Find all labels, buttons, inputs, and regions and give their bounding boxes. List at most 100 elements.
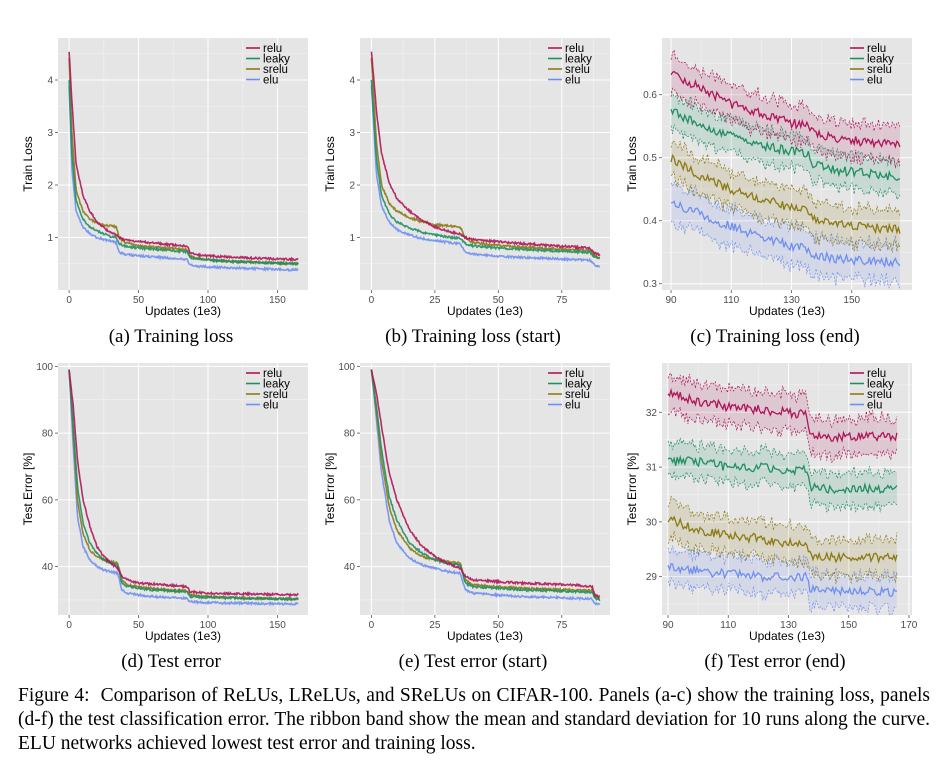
y-tick-label: 0.6 bbox=[643, 90, 657, 101]
x-axis-label: Updates (1e3) bbox=[749, 629, 825, 643]
series-group bbox=[670, 48, 901, 289]
series-line-srelu bbox=[670, 153, 901, 235]
caption-panel-f: (f) Test error (end) bbox=[704, 651, 846, 672]
x-tick-label: 150 bbox=[269, 295, 286, 306]
y-axis-label: Train Loss bbox=[625, 136, 639, 192]
series-line-relu bbox=[68, 51, 299, 263]
ribbon-lower-elu bbox=[670, 219, 901, 289]
legend-label-leaky: leaky bbox=[263, 379, 290, 391]
legend-label-elu: elu bbox=[263, 400, 278, 412]
x-tick-label: 50 bbox=[133, 620, 145, 631]
x-tick-label: 25 bbox=[429, 295, 441, 306]
y-tick-label: 40 bbox=[42, 562, 54, 573]
figure-caption: Figure 4: Comparison of ReLUs, LReLUs, a… bbox=[18, 684, 930, 756]
caption-panel-e: (e) Test error (start) bbox=[398, 651, 548, 672]
legend-label-srelu: srelu bbox=[867, 389, 892, 401]
legend-label-relu: relu bbox=[263, 368, 282, 380]
y-tick-label: 80 bbox=[344, 429, 356, 440]
ribbon-upper-srelu bbox=[670, 140, 901, 217]
legend-label-relu: relu bbox=[867, 368, 886, 380]
legend-label-relu: relu bbox=[263, 43, 282, 55]
legend-label-elu: elu bbox=[263, 75, 278, 87]
series-group bbox=[68, 51, 299, 273]
ribbon-lower-srelu bbox=[670, 170, 901, 253]
x-tick-label: 75 bbox=[556, 620, 568, 631]
x-tick-label: 150 bbox=[843, 295, 860, 306]
legend-label-elu: elu bbox=[565, 75, 580, 87]
x-tick-label: 0 bbox=[369, 620, 375, 631]
y-tick-label: 0.4 bbox=[643, 216, 657, 227]
figure-caption-label: Figure 4: bbox=[18, 685, 90, 706]
x-axis-label: Updates (1e3) bbox=[749, 304, 825, 318]
series-line-leaky bbox=[68, 369, 299, 602]
y-tick-label: 3 bbox=[349, 128, 355, 139]
ribbon-lower-elu bbox=[667, 576, 897, 615]
legend-label-leaky: leaky bbox=[867, 54, 894, 66]
panel-e: 0 25 50 75 40 60 80 100 Updates (1e3) Test Error … bbox=[320, 355, 620, 645]
legend-label-relu: relu bbox=[867, 43, 886, 55]
y-tick-label: 0.3 bbox=[643, 279, 657, 290]
ribbon-upper-elu bbox=[670, 181, 901, 252]
x-tick-label: 100 bbox=[200, 620, 217, 631]
x-tick-label: 130 bbox=[783, 295, 800, 306]
x-tick-label: 110 bbox=[720, 620, 736, 631]
major-gridlines bbox=[58, 363, 308, 615]
ribbon-lower-relu bbox=[667, 405, 898, 463]
legend-label-relu: relu bbox=[565, 368, 584, 380]
x-tick-label: 25 bbox=[429, 620, 441, 631]
series-line-elu bbox=[671, 200, 901, 269]
x-tick-label: 50 bbox=[493, 295, 505, 306]
series-line-elu bbox=[667, 563, 897, 598]
y-tick-label: 2 bbox=[349, 181, 355, 192]
x-tick-label: 110 bbox=[723, 295, 739, 306]
figure-caption-text: Comparison of ReLUs, LReLUs, and SReLUs … bbox=[18, 685, 930, 754]
y-tick-label: 60 bbox=[344, 495, 356, 506]
legend-label-elu: elu bbox=[565, 400, 580, 412]
legend-label-leaky: leaky bbox=[867, 379, 894, 391]
legend-label-srelu: srelu bbox=[565, 389, 590, 401]
minor-gridlines bbox=[58, 363, 308, 615]
legend-label-elu: elu bbox=[867, 75, 882, 87]
series-group bbox=[667, 372, 898, 615]
x-tick-label: 0 bbox=[66, 295, 72, 306]
legend-label-srelu: srelu bbox=[263, 64, 288, 76]
series-group bbox=[68, 369, 299, 607]
y-tick-label: 32 bbox=[646, 408, 658, 419]
y-tick-label: 100 bbox=[36, 362, 53, 373]
ribbon-lower-leaky bbox=[670, 124, 901, 201]
x-tick-label: 130 bbox=[780, 620, 797, 631]
panel-c: 90 110 130 150 0.3 0.4 0.5 0.6 Updates (1e3) Trai… bbox=[622, 30, 922, 320]
chart-training-loss-end: 90 110 130 150 0.3 0.4 0.5 0.6 Updates (1e3) Trai… bbox=[625, 38, 912, 318]
x-tick-label: 90 bbox=[662, 620, 674, 631]
x-tick-label: 100 bbox=[200, 295, 217, 306]
chart-training-loss-start: 0 25 50 75 1 2 3 4 Updates (1e3) Train Loss relule… bbox=[323, 38, 610, 318]
y-tick-label: 100 bbox=[338, 362, 355, 373]
plot-background bbox=[360, 363, 610, 615]
x-tick-label: 75 bbox=[556, 295, 568, 306]
y-tick-label: 3 bbox=[47, 128, 53, 139]
series-line-leaky bbox=[670, 108, 901, 182]
series-line-elu bbox=[68, 369, 299, 607]
caption-panel-c: (c) Training loss (end) bbox=[690, 326, 860, 347]
y-tick-label: 60 bbox=[42, 495, 54, 506]
minor-gridlines bbox=[662, 38, 912, 290]
ribbon-upper-relu bbox=[670, 48, 901, 132]
x-tick-label: 90 bbox=[665, 295, 677, 306]
panel-f: 90 110 130 150 170 29 30 31 32 Updates (1e3) Test … bbox=[622, 355, 922, 645]
chart-test-error-start: 0 25 50 75 40 60 80 100 Updates (1e3) Test Error … bbox=[323, 362, 610, 643]
y-tick-label: 31 bbox=[646, 463, 658, 474]
legend-label-srelu: srelu bbox=[565, 64, 590, 76]
series-line-relu bbox=[68, 369, 299, 598]
panel-a: 0 50 100 150 1 2 3 4 Updates (1e3) Train Loss relu… bbox=[18, 30, 318, 320]
y-tick-label: 4 bbox=[349, 76, 355, 87]
legend-label-leaky: leaky bbox=[565, 379, 592, 391]
x-tick-label: 50 bbox=[133, 295, 145, 306]
legend-label-leaky: leaky bbox=[263, 54, 290, 66]
series-line-relu bbox=[670, 70, 901, 149]
